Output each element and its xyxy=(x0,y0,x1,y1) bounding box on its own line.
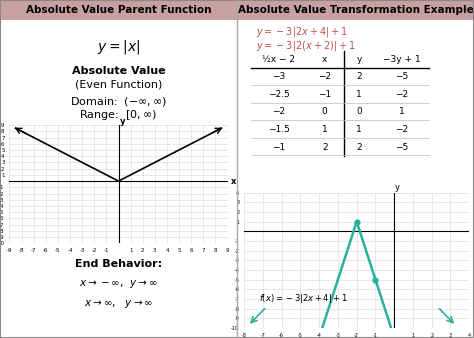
Text: ½x − 2: ½x − 2 xyxy=(262,55,295,64)
Text: $y = |x|$: $y = |x|$ xyxy=(97,38,140,56)
Text: 1: 1 xyxy=(356,125,362,134)
Text: $f(x) = -3|2x + 4| + 1$: $f(x) = -3|2x + 4| + 1$ xyxy=(259,292,348,306)
Text: y: y xyxy=(394,183,400,192)
Text: Absolute Value Parent Function: Absolute Value Parent Function xyxy=(26,5,211,15)
Text: −1: −1 xyxy=(272,143,285,151)
Text: Absolute Value: Absolute Value xyxy=(72,66,165,76)
Text: y: y xyxy=(356,55,362,64)
Text: 2: 2 xyxy=(322,143,328,151)
Text: 2: 2 xyxy=(356,72,362,81)
Text: 1: 1 xyxy=(399,107,405,116)
Text: −2: −2 xyxy=(272,107,285,116)
Text: 0: 0 xyxy=(322,107,328,116)
Text: $x \rightarrow -\infty$,  $y \rightarrow \infty$: $x \rightarrow -\infty$, $y \rightarrow … xyxy=(79,278,158,290)
Text: End Behavior:: End Behavior: xyxy=(75,259,162,269)
Text: −3: −3 xyxy=(272,72,285,81)
Bar xyxy=(0,0,237,20)
Text: Range:  $[0,\infty)$: Range: $[0,\infty)$ xyxy=(80,108,157,122)
Text: $y = -3|2(x + 2)| + 1$: $y = -3|2(x + 2)| + 1$ xyxy=(256,39,356,53)
Text: $x \rightarrow \infty$,   $y \rightarrow \infty$: $x \rightarrow \infty$, $y \rightarrow \… xyxy=(84,298,153,310)
Text: −1.5: −1.5 xyxy=(267,125,290,134)
Text: x: x xyxy=(231,176,236,186)
Text: −2: −2 xyxy=(395,90,408,99)
Text: LOVES MATH: LOVES MATH xyxy=(411,319,451,323)
Text: −2.5: −2.5 xyxy=(268,90,289,99)
Text: 1: 1 xyxy=(322,125,328,134)
Text: Absolute Value Transformation Example: Absolute Value Transformation Example xyxy=(237,5,474,15)
Text: −3y + 1: −3y + 1 xyxy=(383,55,420,64)
Text: 2: 2 xyxy=(356,143,362,151)
Text: −2: −2 xyxy=(318,72,331,81)
Text: y: y xyxy=(119,117,125,126)
Text: 1: 1 xyxy=(356,90,362,99)
Text: −1: −1 xyxy=(318,90,331,99)
Text: 0: 0 xyxy=(356,107,362,116)
Text: x: x xyxy=(322,55,328,64)
Text: −5: −5 xyxy=(395,143,408,151)
Text: −5: −5 xyxy=(395,72,408,81)
Text: $y = -3|2x + 4| + 1$: $y = -3|2x + 4| + 1$ xyxy=(256,25,348,39)
Text: (Even Function): (Even Function) xyxy=(75,79,162,90)
Bar xyxy=(237,0,474,20)
Text: Domain:  $(-\infty,\infty)$: Domain: $(-\infty,\infty)$ xyxy=(70,95,167,108)
Text: −2: −2 xyxy=(395,125,408,134)
